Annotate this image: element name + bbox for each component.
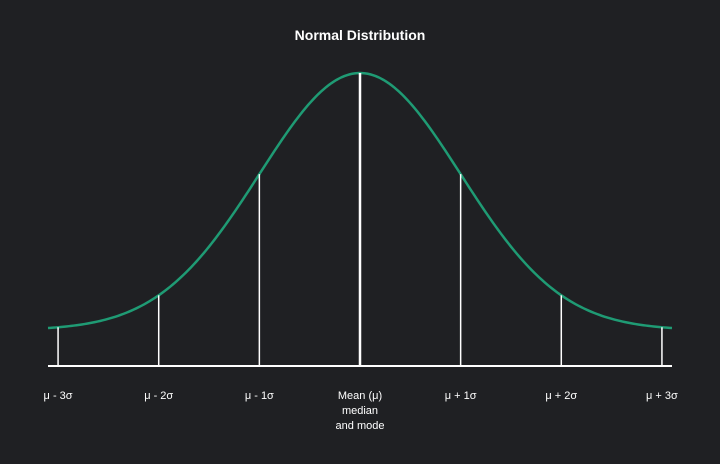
tick-labels: μ - 3σ μ - 2σ μ - 1σ Mean (μ) median and mode…: [44, 390, 678, 432]
x-tick-label-line: median: [342, 405, 378, 417]
x-tick-label-line: Mean (μ): [338, 390, 382, 402]
x-tick-label: μ + 1σ: [445, 390, 477, 402]
x-tick-label-line: and mode: [336, 420, 385, 432]
x-tick-label-line: μ - 3σ: [44, 390, 73, 402]
chart-title: Normal Distribution: [295, 27, 426, 43]
x-tick-label: μ - 1σ: [245, 390, 274, 402]
x-tick-label: Mean (μ) median and mode: [336, 390, 385, 432]
x-tick-label-line: μ + 1σ: [445, 390, 477, 402]
x-tick-label-line: μ - 2σ: [144, 390, 173, 402]
x-tick-label-line: μ + 2σ: [545, 390, 577, 402]
sigma-markers: [57, 73, 663, 366]
x-tick-label-line: μ + 3σ: [646, 390, 678, 402]
x-tick-label: μ - 3σ: [44, 390, 73, 402]
x-tick-label: μ - 2σ: [144, 390, 173, 402]
x-tick-label-line: μ - 1σ: [245, 390, 274, 402]
x-tick-label: μ + 2σ: [545, 390, 577, 402]
x-tick-label: μ + 3σ: [646, 390, 678, 402]
